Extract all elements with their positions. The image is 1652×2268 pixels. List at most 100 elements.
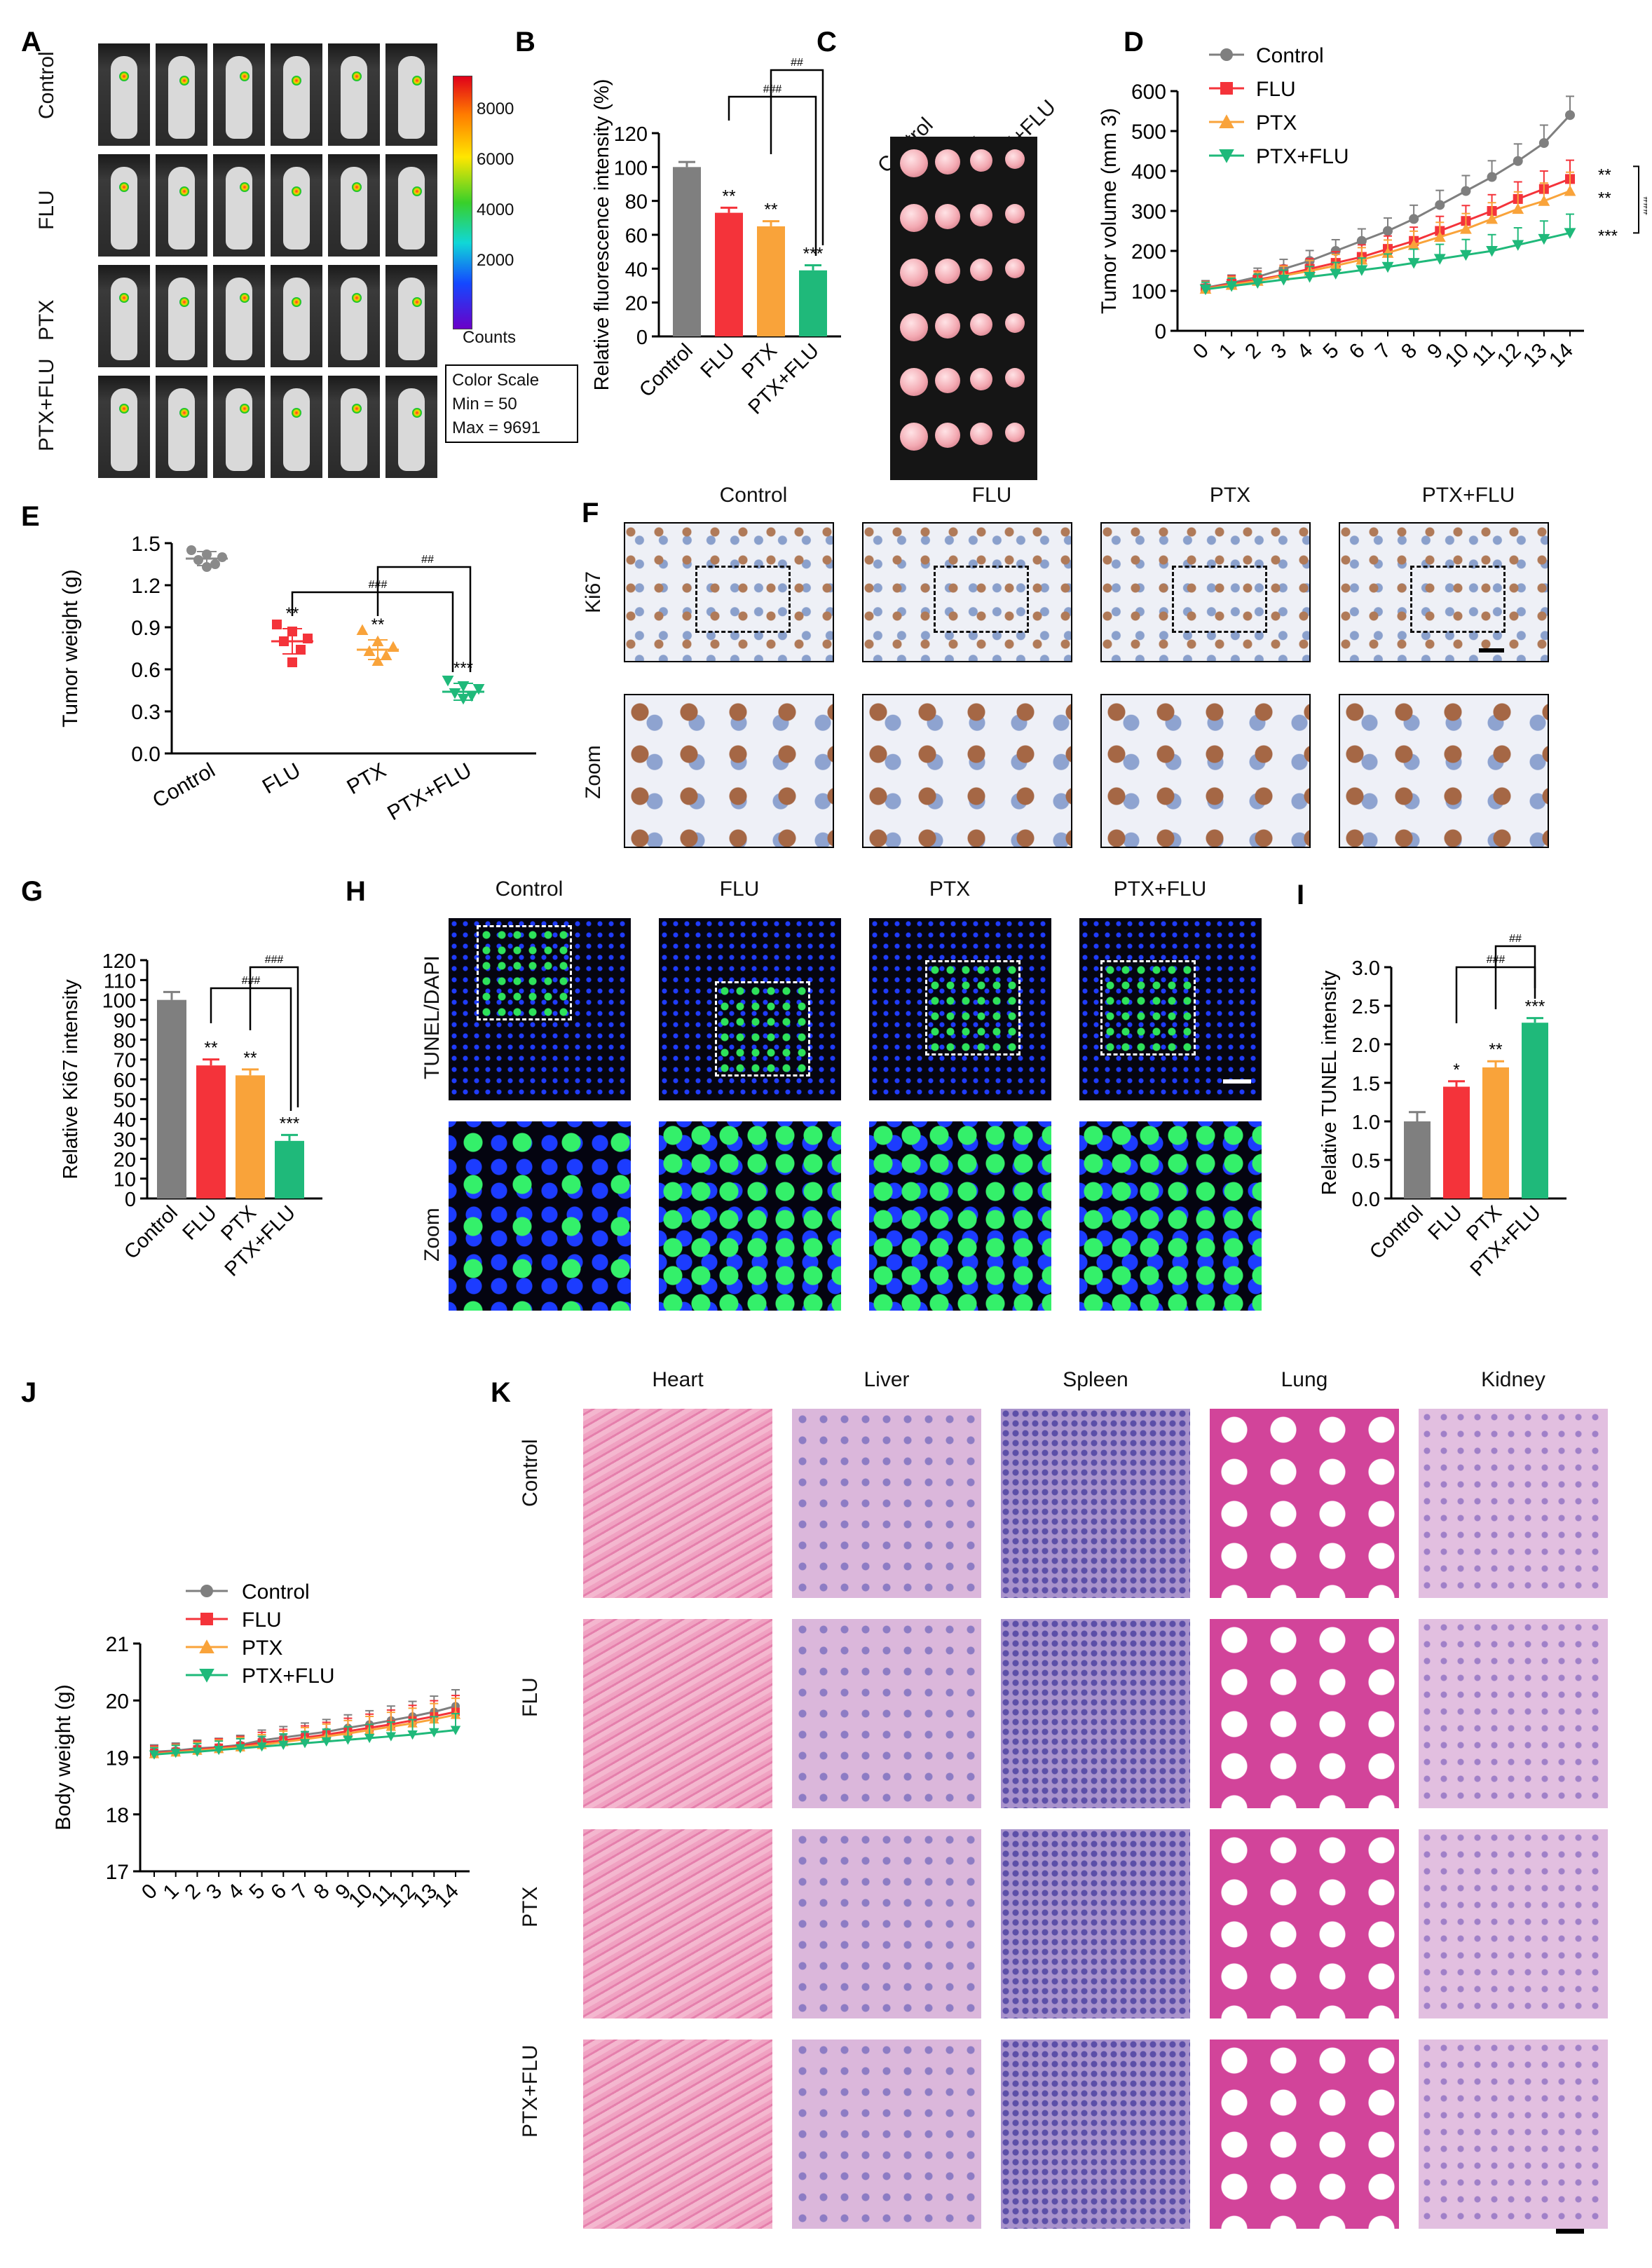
- y-tick-label: 21: [106, 1633, 129, 1656]
- significance-bracket: [770, 69, 824, 245]
- significance-bracket: [376, 566, 472, 672]
- column-label: PTX+FLU: [1421, 484, 1515, 507]
- significance-label: **: [1598, 165, 1611, 184]
- y-tick-label: 0.0: [1352, 1189, 1380, 1211]
- legend-marker: [1220, 48, 1233, 61]
- row-label: PTX+FLU: [35, 358, 58, 451]
- data-point: [287, 657, 297, 667]
- significance-label: ***: [1598, 226, 1618, 245]
- data-point: [1407, 239, 1420, 250]
- y-tick-label: 0.3: [131, 701, 161, 724]
- data-point: [1460, 250, 1472, 261]
- he-image: [1210, 2040, 1399, 2229]
- y-axis-label: Relative fluorescence intensity (%): [591, 79, 613, 391]
- mouse-image: [213, 154, 265, 257]
- data-point: [1383, 226, 1393, 236]
- significance-bracket: [291, 591, 454, 672]
- y-axis-label: Relative TUNEL intensity: [1318, 970, 1341, 1195]
- mouse-body: [341, 388, 367, 471]
- bar: [157, 999, 186, 1198]
- data-point: [356, 624, 369, 635]
- x-tick-label: 14: [1545, 339, 1578, 372]
- data-point: [1381, 247, 1394, 258]
- data-point: [1381, 261, 1394, 273]
- mouse-image: [213, 265, 265, 367]
- legend-marker: [199, 1639, 214, 1653]
- mouse-image: [271, 43, 322, 146]
- mouse-image: [98, 376, 150, 478]
- data-point: [385, 1732, 397, 1742]
- tumor: [900, 313, 928, 341]
- bracket-label: ##: [421, 554, 434, 566]
- x-tick-label: 5: [1319, 339, 1344, 364]
- zoom-image: [1100, 694, 1311, 848]
- data-point: [371, 655, 384, 666]
- tumor: [935, 313, 960, 339]
- tunel-image: [869, 918, 1051, 1100]
- panel-h-tunel-imaging: Control FLU PTX PTX+FLU TUNEL/DAPI Zoom: [343, 869, 1283, 1332]
- bracket-label: ###: [1642, 196, 1647, 215]
- y-tick-label: 19: [106, 1747, 129, 1770]
- mouse-image: [271, 265, 322, 367]
- data-point: [1538, 138, 1549, 149]
- data-point: [1433, 231, 1446, 242]
- tumor: [1005, 313, 1025, 333]
- y-axis-label: Body weight (g): [52, 1684, 75, 1830]
- signal-spot: [179, 297, 189, 307]
- zoom-image: [659, 1121, 841, 1311]
- x-tick-label: 1: [1215, 339, 1239, 364]
- data-point: [1356, 235, 1367, 246]
- column-label: Lung: [1281, 1368, 1328, 1391]
- bracket-label: ##: [791, 57, 803, 69]
- data-point: [1435, 200, 1445, 210]
- signal-spot: [412, 408, 422, 418]
- legend-marker: [199, 1669, 214, 1683]
- signal-spot: [292, 408, 301, 418]
- he-image: [583, 1409, 772, 1598]
- mouse-body: [398, 167, 425, 250]
- mouse-body: [111, 388, 137, 471]
- he-image: [792, 1829, 981, 2018]
- mouse-image: [328, 265, 380, 367]
- bar: [1522, 1023, 1548, 1198]
- mouse-image: [98, 265, 150, 367]
- signal-spot: [179, 76, 189, 86]
- tunel-image: [449, 918, 631, 1100]
- panel-label-c: C: [817, 27, 837, 57]
- signal-spot: [179, 408, 189, 418]
- x-tick-label: 9: [1423, 339, 1447, 364]
- y-axis-label: Tumor volume (mm 3): [1098, 108, 1121, 314]
- signal-spot: [412, 186, 422, 196]
- mouse-body: [341, 278, 367, 360]
- y-tick-label: 20: [114, 1149, 136, 1171]
- tumor: [970, 423, 992, 445]
- x-tick-label: 3: [1267, 339, 1291, 364]
- mouse-image: [98, 43, 150, 146]
- column-label: Control: [495, 877, 564, 901]
- data-point: [217, 552, 227, 562]
- tumor: [1005, 149, 1025, 169]
- x-tick-label: 0: [137, 1880, 162, 1904]
- color-scale-line: Color Scale: [452, 371, 540, 390]
- panel-f-ki67-histology: Control FLU PTX PTX+FLU Ki67 Zoom: [582, 470, 1633, 862]
- y-tick-label: 50: [114, 1089, 136, 1112]
- scale-bar: [1479, 648, 1504, 653]
- signal-spot: [240, 182, 250, 192]
- mouse-image: [328, 43, 380, 146]
- mouse-image: [271, 154, 322, 257]
- mouse-body: [283, 56, 310, 139]
- y-tick-label: 100: [1131, 280, 1166, 303]
- bar: [673, 167, 701, 336]
- data-point: [449, 688, 461, 699]
- x-tick-label: 8: [310, 1880, 334, 1904]
- panel-k-he-histology: Heart Liver Spleen Lung Kidney Control FLU PTX P…: [519, 1360, 1640, 2264]
- data-point: [1460, 223, 1472, 234]
- mouse-body: [111, 167, 137, 250]
- tumor: [970, 368, 992, 390]
- zoom-region: [925, 960, 1020, 1056]
- zoom-region: [934, 566, 1029, 633]
- he-image: [1001, 1619, 1190, 1808]
- x-tick-label: Control: [149, 758, 219, 812]
